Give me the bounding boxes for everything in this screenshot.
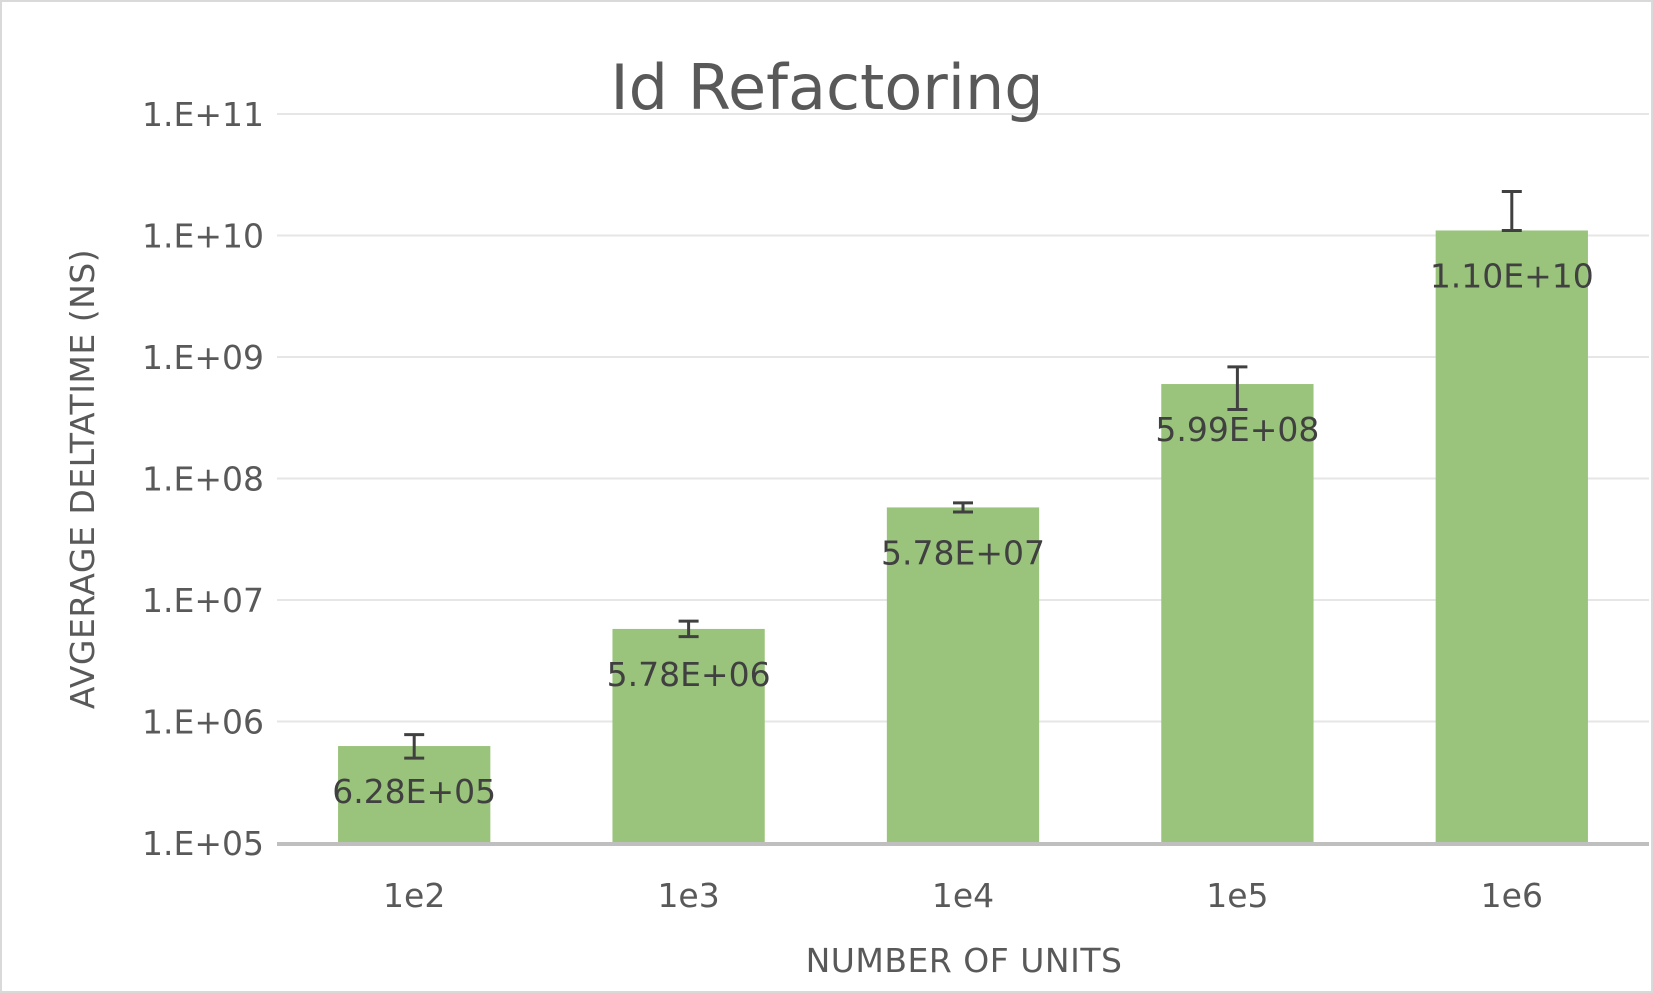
y-tick-label: 1.E+10 — [142, 217, 264, 256]
error-bar — [953, 501, 973, 514]
y-axis-title: AVGERAGE DELTATIME (NS) — [63, 249, 102, 709]
x-tick-label: 1e4 — [932, 876, 994, 915]
data-label: 6.28E+05 — [332, 772, 496, 811]
y-tick-label: 1.E+05 — [142, 824, 264, 863]
x-axis-tick-labels: 1e2 1e3 1e4 1e5 1e6 — [383, 876, 1543, 915]
data-label: 5.99E+08 — [1155, 410, 1319, 449]
y-tick-label: 1.E+07 — [142, 581, 264, 620]
y-axis-tick-labels: 1.E+05 1.E+06 1.E+07 1.E+08 1.E+09 1.E+10 1.E+… — [142, 95, 264, 863]
bar — [1161, 384, 1314, 843]
error-bar — [678, 619, 699, 639]
data-labels: 6.28E+05 5.78E+06 5.78E+07 5.99E+08 1.10E+10 — [332, 256, 1594, 811]
bars — [338, 230, 1588, 843]
y-tick-label: 1.E+08 — [142, 460, 264, 499]
bar — [338, 746, 491, 843]
y-tick-label: 1.E+11 — [142, 95, 264, 134]
error-bar — [1227, 365, 1248, 411]
x-tick-label: 1e6 — [1481, 876, 1543, 915]
bar — [612, 628, 765, 843]
data-label: 5.78E+06 — [607, 655, 771, 694]
data-label: 1.10E+10 — [1430, 256, 1594, 295]
chart-title: Id Refactoring — [610, 51, 1043, 124]
data-label: 5.78E+07 — [881, 533, 1045, 572]
gridlines — [277, 113, 1649, 723]
error-bar — [1501, 190, 1522, 232]
error-bars — [404, 190, 1522, 760]
x-tick-label: 1e5 — [1206, 876, 1268, 915]
x-tick-label: 1e3 — [657, 876, 719, 915]
y-tick-label: 1.E+09 — [142, 338, 264, 377]
error-bar — [404, 733, 425, 760]
x-axis-title: NUMBER OF UNITS — [806, 941, 1123, 980]
bar — [1435, 230, 1588, 843]
bar — [886, 507, 1040, 843]
x-tick-label: 1e2 — [383, 876, 445, 915]
y-tick-label: 1.E+06 — [142, 703, 264, 742]
